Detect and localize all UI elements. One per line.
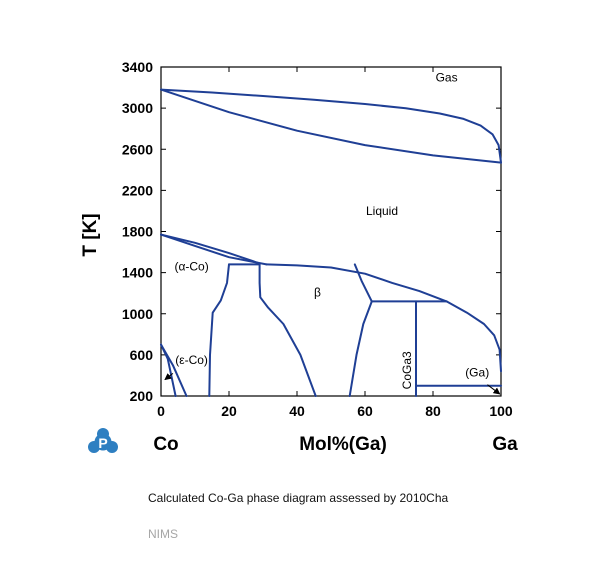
- phase-boundary-line: [208, 263, 230, 397]
- figure-caption: Calculated Co-Ga phase diagram assessed …: [148, 491, 449, 505]
- logo-icon: P: [88, 428, 118, 453]
- region-label: Gas: [436, 70, 458, 84]
- region-label: (ε-Co): [175, 353, 208, 367]
- x-tick-label: 80: [425, 403, 441, 419]
- y-tick-label: 3400: [122, 59, 153, 75]
- y-tick-label: 2600: [122, 141, 153, 157]
- y-tick-label: 1800: [122, 224, 153, 240]
- region-label: CoGa3: [400, 351, 414, 389]
- source-label: NIMS: [148, 527, 178, 541]
- left-element-label: Co: [153, 434, 178, 455]
- right-element-label: Ga: [492, 434, 518, 455]
- phase-boundary-line: [348, 300, 373, 397]
- y-tick-label: 200: [130, 388, 154, 404]
- annotation-arrow: [164, 372, 174, 381]
- x-axis-title: Mol%(Ga): [299, 434, 387, 455]
- x-tick-label: 100: [489, 403, 513, 419]
- logo-letter: P: [98, 435, 107, 451]
- region-label: β: [314, 285, 321, 299]
- x-tick-label: 20: [221, 403, 237, 419]
- region-labels: Gas Liquid (α-Co) β (ε-Co) CoGa3 (Ga): [174, 70, 489, 389]
- annotation-arrow: [487, 384, 501, 395]
- x-tick-label: 0: [157, 403, 165, 419]
- y-tick-label: 1400: [122, 265, 153, 281]
- phase-boundaries: [160, 88, 502, 397]
- x-tick-label: 40: [289, 403, 305, 419]
- axis-ticks: [160, 66, 502, 397]
- tick-labels: 0 20 40 60 80 100 200 600 1000 1400 1800 2200 2600 30…: [122, 59, 513, 419]
- phase-boundary-line: [160, 88, 502, 164]
- x-tick-label: 60: [357, 403, 373, 419]
- y-tick-label: 3000: [122, 100, 153, 116]
- phase-boundary-line: [160, 233, 261, 265]
- phase-boundary-line: [445, 300, 502, 373]
- phase-boundary-line: [160, 343, 177, 397]
- phase-boundary-line: [258, 263, 317, 397]
- phase-boundary-line: [160, 233, 268, 266]
- phase-boundary-line: [160, 88, 502, 164]
- region-label: (α-Co): [174, 260, 208, 274]
- phase-boundary-line: [160, 343, 188, 397]
- annotation-arrows: [164, 372, 501, 395]
- phase-boundary-line: [265, 263, 448, 303]
- phase-boundary-line: [353, 263, 373, 303]
- region-label: Liquid: [366, 204, 398, 218]
- y-tick-label: 2200: [122, 182, 153, 198]
- y-tick-label: 1000: [122, 306, 153, 322]
- y-axis-title: T [K]: [80, 213, 101, 256]
- region-label: (Ga): [465, 365, 489, 379]
- y-tick-label: 600: [130, 347, 154, 363]
